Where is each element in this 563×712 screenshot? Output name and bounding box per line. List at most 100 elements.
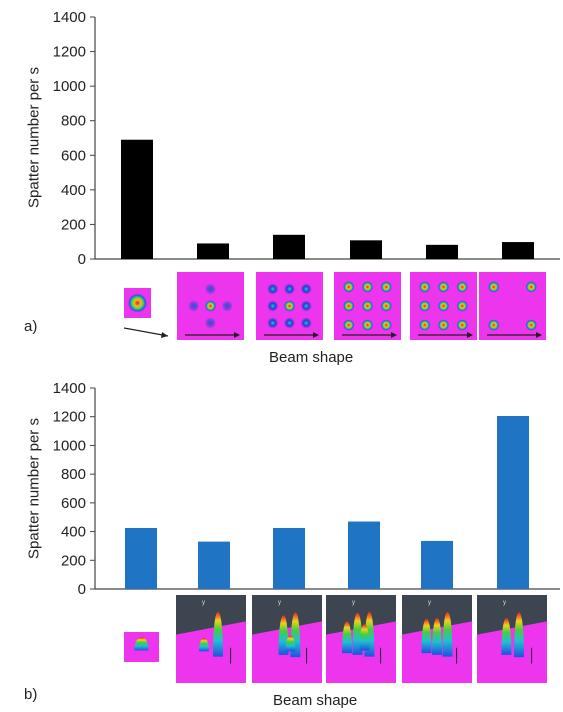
beam-spot	[419, 281, 431, 293]
beam-spot	[380, 300, 392, 312]
x-axis-label: Beam shape	[269, 349, 354, 366]
axis-mark: y	[278, 600, 281, 606]
beam-shape-thumbnail: y	[402, 595, 472, 683]
intensity-peak	[134, 637, 149, 651]
beam-shape-thumbnail	[410, 272, 477, 340]
beam-spot	[488, 319, 500, 331]
beam-spot	[267, 300, 279, 312]
y-tick-label: 600	[61, 147, 86, 164]
beam-shape-thumbnail	[256, 272, 323, 340]
arrow-head	[467, 332, 473, 338]
arrow-head	[234, 332, 240, 338]
y-tick-label: 0	[78, 581, 86, 598]
y-tick-label: 1200	[53, 44, 86, 61]
y-tick-label: 800	[61, 466, 86, 483]
beam-spot	[300, 300, 312, 312]
beam-spot	[267, 283, 279, 295]
beam-spot	[525, 281, 537, 293]
beam-spot	[343, 300, 355, 312]
bar	[273, 527, 305, 589]
y-tick-label: 1400	[53, 9, 86, 26]
y-tick-label: 400	[61, 524, 86, 541]
bar	[121, 139, 153, 259]
bar	[350, 240, 382, 259]
intensity-peak	[213, 611, 223, 657]
intensity-peak	[421, 618, 432, 654]
intensity-peak	[199, 638, 209, 652]
beam-spot	[343, 319, 355, 331]
arrow-head	[391, 332, 397, 338]
bar	[497, 415, 529, 589]
panel-label: a)	[24, 318, 38, 335]
beam-spot	[267, 317, 279, 329]
beam-shape-thumbnail	[124, 632, 159, 662]
beam-spot	[361, 300, 374, 312]
beam-spot	[127, 293, 148, 313]
y-tick-label: 1200	[53, 409, 86, 426]
bar	[197, 243, 229, 259]
y-axis-label: Spatter number per s	[25, 417, 43, 559]
intensity-plane	[176, 621, 246, 683]
beam-shape-thumbnail	[479, 272, 546, 340]
beam-spot	[437, 319, 450, 331]
beam-shape-thumbnail: y	[326, 595, 396, 683]
beam-spot	[361, 281, 374, 293]
intensity-plane	[477, 621, 547, 683]
thumbnail-background	[479, 272, 546, 340]
bar-chart-b: 0 200 400 600 800 1000 1200 1400 y y y y y	[53, 380, 560, 683]
y-tick-label: 200	[61, 216, 86, 233]
beam-spot	[283, 300, 296, 312]
bar	[125, 527, 157, 589]
beam-spot	[204, 317, 217, 329]
y-tick-label: 0	[78, 251, 86, 268]
beam-shape-thumbnail: y	[477, 595, 547, 683]
chart-panel-a: 0 200 400 600 800 1000 1200 1400 Spatter number…	[24, 9, 560, 366]
beam-spot	[525, 319, 537, 331]
beam-spot	[300, 317, 312, 329]
beam-spot	[188, 300, 200, 312]
intensity-peak	[285, 635, 296, 652]
beam-spot	[283, 283, 296, 295]
intensity-peak	[442, 611, 453, 657]
bar	[273, 234, 305, 259]
beam-spot	[437, 281, 450, 293]
bar	[502, 242, 534, 259]
beam-shape-thumbnail	[124, 288, 151, 318]
beam-spot	[456, 300, 468, 312]
y-tick-label: 400	[61, 182, 86, 199]
beam-spot	[456, 281, 468, 293]
beam-spot	[437, 300, 450, 312]
beam-spot	[283, 317, 296, 329]
beam-spot	[488, 281, 500, 293]
beam-shape-thumbnail	[177, 272, 244, 340]
intensity-peak	[342, 621, 352, 654]
beam-spot	[380, 319, 392, 331]
bar	[348, 521, 380, 589]
arrow-head	[313, 332, 319, 338]
beam-spot	[380, 281, 392, 293]
y-tick-label: 600	[61, 495, 86, 512]
bar	[421, 540, 453, 589]
chart-panel-b: 0 200 400 600 800 1000 1200 1400 y y y y y Spatter n…	[0, 372, 563, 712]
beam-shape-thumbnail	[334, 272, 401, 340]
panel-label: b)	[24, 686, 38, 703]
beam-spot	[300, 283, 312, 295]
y-tick-label: 1400	[53, 380, 86, 397]
y-tick-label: 1000	[53, 437, 86, 454]
bar	[426, 244, 458, 259]
y-axis-label: Spatter number per s	[25, 67, 43, 208]
beam-spot	[204, 283, 217, 295]
axis-mark: y	[202, 600, 205, 606]
bar	[198, 541, 230, 589]
axis-mark: y	[503, 600, 506, 606]
beam-spot	[419, 300, 431, 312]
beam-spot	[456, 319, 468, 331]
y-tick-label: 200	[61, 552, 86, 569]
beam-spot	[343, 281, 355, 293]
beam-shape-thumbnail: y	[176, 595, 246, 683]
beam-shape-thumbnail: y	[252, 595, 322, 683]
arrow-head	[161, 332, 168, 338]
bar-chart-a: 0 200 400 600 800 1000 1200 1400	[53, 9, 560, 340]
beam-spot	[204, 300, 217, 312]
scan-direction-arrow	[123, 327, 169, 337]
